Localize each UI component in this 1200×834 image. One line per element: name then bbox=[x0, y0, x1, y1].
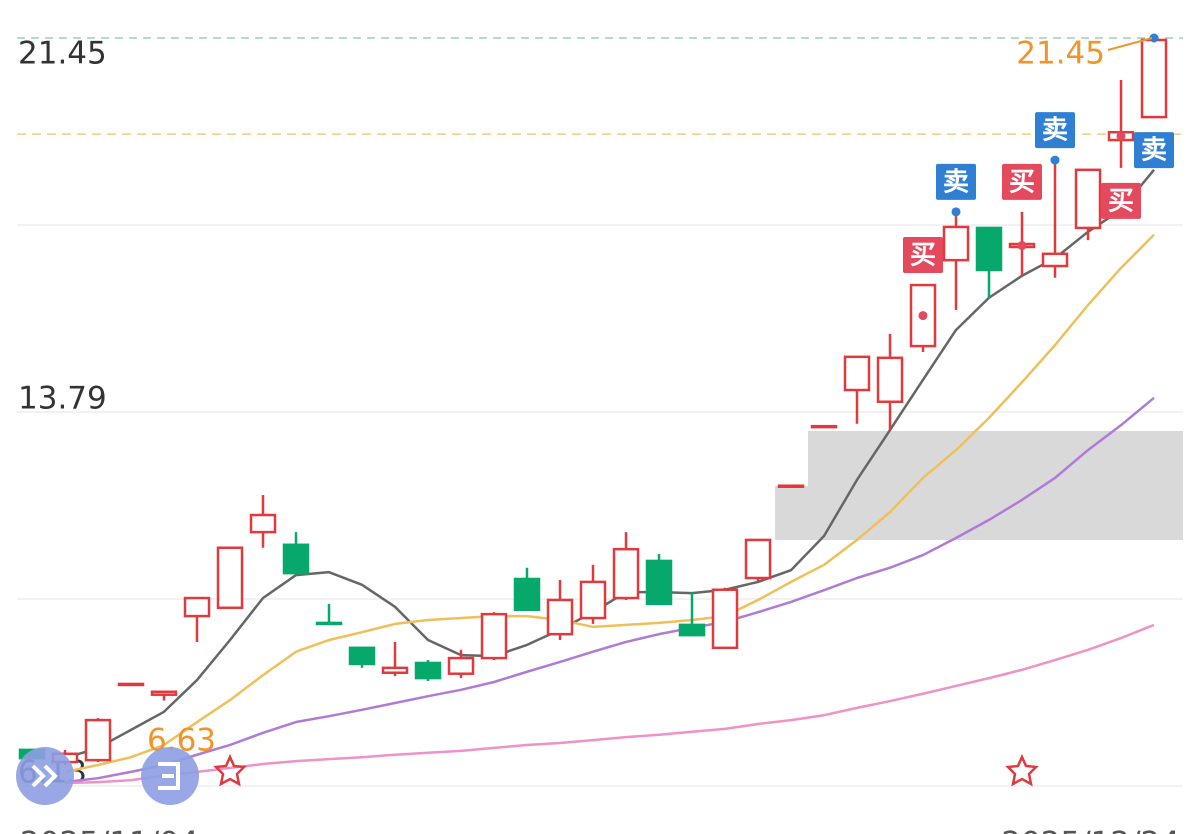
candle-body bbox=[711, 588, 739, 650]
candle-body bbox=[150, 690, 178, 696]
candle-body bbox=[810, 424, 838, 429]
ma-line bbox=[64, 396, 1155, 784]
signal-badge bbox=[936, 163, 976, 200]
candle-body bbox=[414, 661, 442, 680]
signal-label: 买 bbox=[910, 241, 936, 271]
signal-badge bbox=[1002, 163, 1042, 200]
signal-dot bbox=[951, 207, 961, 217]
candle-body bbox=[678, 623, 706, 637]
ma-line bbox=[64, 233, 1155, 774]
ma-line bbox=[64, 623, 1155, 785]
x-tick-label: 2025/12/24 bbox=[1001, 826, 1180, 834]
candle-body bbox=[843, 355, 871, 392]
signal-dot bbox=[1116, 131, 1126, 141]
x-tick-label: 2025/11/04 bbox=[20, 826, 199, 834]
signal-badge bbox=[1035, 112, 1075, 149]
signal-badge bbox=[1101, 182, 1141, 219]
candle-body bbox=[777, 484, 805, 488]
candle-body bbox=[579, 580, 607, 620]
candle-body bbox=[249, 513, 277, 534]
candle-body bbox=[1041, 252, 1069, 268]
signal-label: 卖 bbox=[1042, 116, 1068, 146]
signal-label: 卖 bbox=[943, 167, 969, 197]
signal-badge bbox=[903, 237, 943, 274]
signal-dot bbox=[1149, 33, 1159, 43]
signal-dot bbox=[1017, 241, 1027, 251]
high-mark-line bbox=[1107, 37, 1153, 51]
high-mark: 21.45 bbox=[1016, 36, 1105, 72]
icon[interactable] bbox=[141, 747, 199, 805]
candle-body bbox=[942, 225, 970, 262]
candle-body bbox=[876, 356, 904, 403]
zone bbox=[775, 486, 808, 540]
candle-body bbox=[315, 621, 343, 626]
candle-body bbox=[546, 598, 574, 636]
candle-body bbox=[282, 543, 310, 575]
ma-line bbox=[64, 169, 1155, 760]
candle-body bbox=[183, 596, 211, 618]
star bbox=[213, 753, 247, 787]
candle-body bbox=[84, 718, 112, 762]
candle-body bbox=[612, 547, 640, 600]
signal-dot bbox=[1050, 155, 1060, 165]
star bbox=[1005, 753, 1039, 787]
signal-dot bbox=[918, 311, 928, 321]
candle-body bbox=[513, 577, 541, 611]
signal-label: 卖 bbox=[1141, 136, 1167, 166]
candle-body bbox=[744, 538, 772, 580]
zone bbox=[808, 431, 1183, 540]
candle-body bbox=[1140, 38, 1168, 119]
candle-body bbox=[216, 546, 244, 610]
candle-body bbox=[975, 226, 1003, 272]
candle-body bbox=[480, 612, 508, 660]
signal-label: 买 bbox=[1108, 186, 1134, 216]
candle-body bbox=[117, 682, 145, 687]
candle-body bbox=[645, 559, 673, 606]
signal-label: 买 bbox=[1009, 167, 1035, 197]
candle-body bbox=[1074, 168, 1102, 230]
candle-body bbox=[447, 656, 475, 675]
signal-badge bbox=[1134, 132, 1174, 169]
y-tick-label: 21.45 bbox=[18, 36, 107, 72]
candle-body bbox=[348, 646, 376, 666]
candle-body bbox=[381, 666, 409, 674]
icon[interactable] bbox=[16, 747, 74, 805]
y-tick-label: 13.79 bbox=[18, 381, 107, 417]
